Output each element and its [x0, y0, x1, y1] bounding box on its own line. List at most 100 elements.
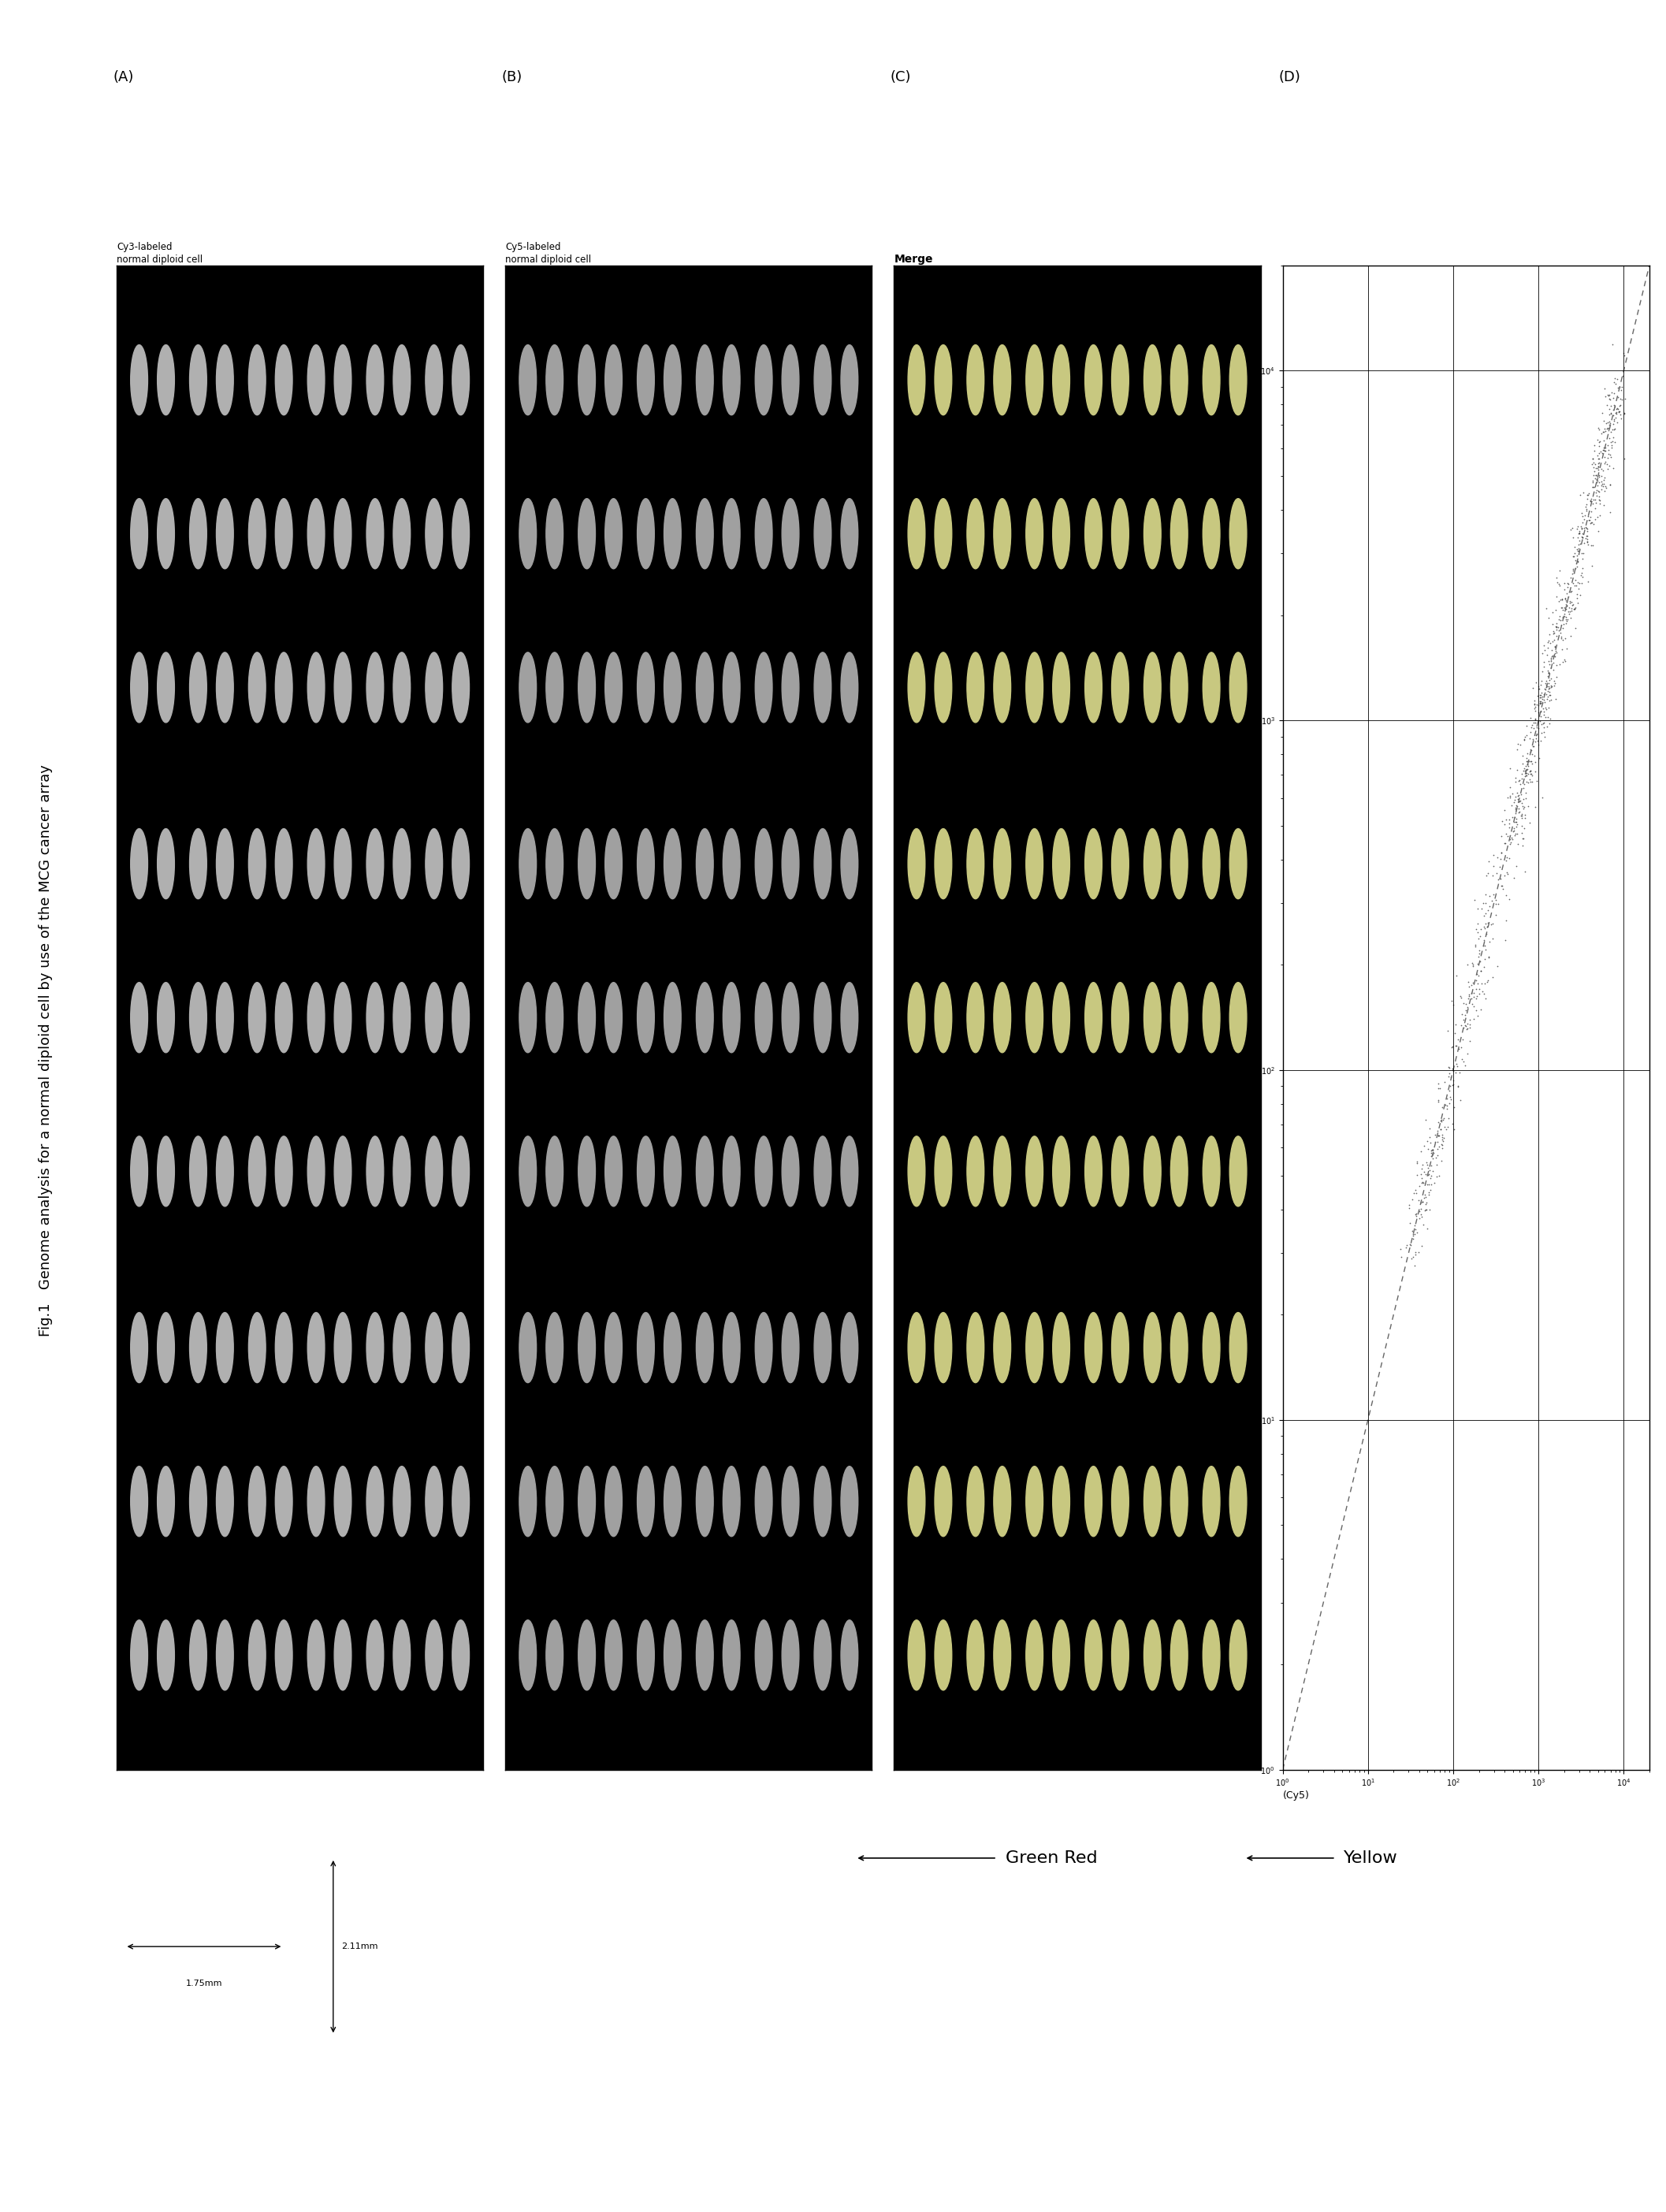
Point: [1601, 361, 1628, 396]
Circle shape: [605, 498, 621, 568]
Point: [1529, 681, 1556, 717]
Point: [1436, 1048, 1463, 1084]
Point: [1533, 591, 1559, 626]
Point: [1456, 1006, 1483, 1042]
Point: [1418, 1172, 1444, 1208]
Point: [1579, 449, 1606, 484]
Point: [1461, 927, 1488, 962]
Point: [1551, 641, 1578, 677]
Point: [1506, 794, 1533, 830]
Circle shape: [908, 1467, 925, 1537]
Circle shape: [1145, 498, 1161, 568]
Circle shape: [520, 830, 536, 898]
Circle shape: [755, 1619, 773, 1690]
Point: [1413, 1179, 1439, 1214]
Point: [1523, 717, 1549, 752]
Point: [1419, 1133, 1446, 1168]
Circle shape: [723, 830, 740, 898]
Circle shape: [367, 1312, 383, 1382]
Point: [1606, 394, 1633, 429]
Circle shape: [1203, 498, 1220, 568]
Circle shape: [1171, 653, 1188, 723]
Point: [1503, 803, 1529, 838]
Point: [1569, 495, 1596, 531]
Point: [1559, 551, 1586, 586]
Point: [1561, 535, 1588, 571]
Circle shape: [1171, 345, 1188, 416]
Point: [1561, 529, 1588, 564]
Point: [1511, 759, 1538, 794]
Point: [1564, 586, 1591, 622]
Point: [1569, 560, 1596, 595]
Point: [1598, 396, 1624, 431]
Point: [1421, 1166, 1448, 1201]
Point: [1554, 588, 1581, 624]
Point: [1594, 427, 1621, 462]
Point: [1568, 509, 1594, 544]
Point: [1606, 389, 1633, 425]
Circle shape: [217, 1312, 233, 1382]
Text: Cy3-labeled
normal diploid cell: Cy3-labeled normal diploid cell: [117, 241, 203, 265]
Point: [1578, 504, 1604, 540]
Point: [1584, 460, 1611, 495]
Point: [1498, 787, 1524, 823]
Point: [1468, 911, 1494, 947]
Point: [1591, 403, 1618, 438]
Point: [1601, 411, 1628, 447]
Point: [1434, 1102, 1461, 1137]
Point: [1439, 1062, 1466, 1097]
Point: [1508, 776, 1534, 812]
Point: [1483, 883, 1509, 918]
Circle shape: [966, 1467, 985, 1537]
Circle shape: [275, 498, 293, 568]
Point: [1471, 967, 1498, 1002]
Point: [1434, 1013, 1461, 1048]
Point: [1448, 1031, 1474, 1066]
Point: [1496, 841, 1523, 876]
Circle shape: [1203, 345, 1220, 416]
Point: [1534, 637, 1561, 672]
Point: [1566, 478, 1593, 513]
Point: [1564, 515, 1591, 551]
Point: [1548, 619, 1574, 655]
Point: [1499, 776, 1526, 812]
Point: [1591, 434, 1618, 469]
Point: [1484, 887, 1511, 922]
Point: [1511, 796, 1538, 832]
Point: [1476, 889, 1503, 925]
Point: [1531, 633, 1558, 668]
Point: [1521, 684, 1548, 719]
Point: [1524, 763, 1551, 799]
Point: [1473, 980, 1499, 1015]
Point: [1544, 564, 1571, 599]
Circle shape: [520, 982, 536, 1053]
Point: [1388, 1232, 1414, 1267]
Circle shape: [908, 345, 925, 416]
Point: [1474, 962, 1501, 998]
Point: [1581, 482, 1608, 518]
Point: [1594, 376, 1621, 411]
Point: [1431, 1102, 1458, 1137]
Circle shape: [308, 1619, 325, 1690]
Point: [1436, 1073, 1463, 1108]
Point: [1564, 564, 1591, 599]
Point: [1589, 422, 1616, 458]
Point: [1453, 993, 1479, 1029]
Point: [1524, 668, 1551, 703]
Circle shape: [1203, 982, 1220, 1053]
Point: [1496, 779, 1523, 814]
Point: [1549, 593, 1576, 628]
Point: [1538, 644, 1564, 679]
Point: [1536, 675, 1563, 710]
Point: [1479, 960, 1506, 995]
Point: [1424, 1117, 1451, 1152]
Point: [1434, 1082, 1461, 1117]
Point: [1499, 783, 1526, 818]
Circle shape: [157, 830, 175, 898]
Point: [1453, 1009, 1479, 1044]
Point: [1553, 599, 1579, 635]
Point: [1594, 405, 1621, 440]
Point: [1594, 411, 1621, 447]
Point: [1573, 493, 1599, 529]
Circle shape: [367, 1467, 383, 1537]
